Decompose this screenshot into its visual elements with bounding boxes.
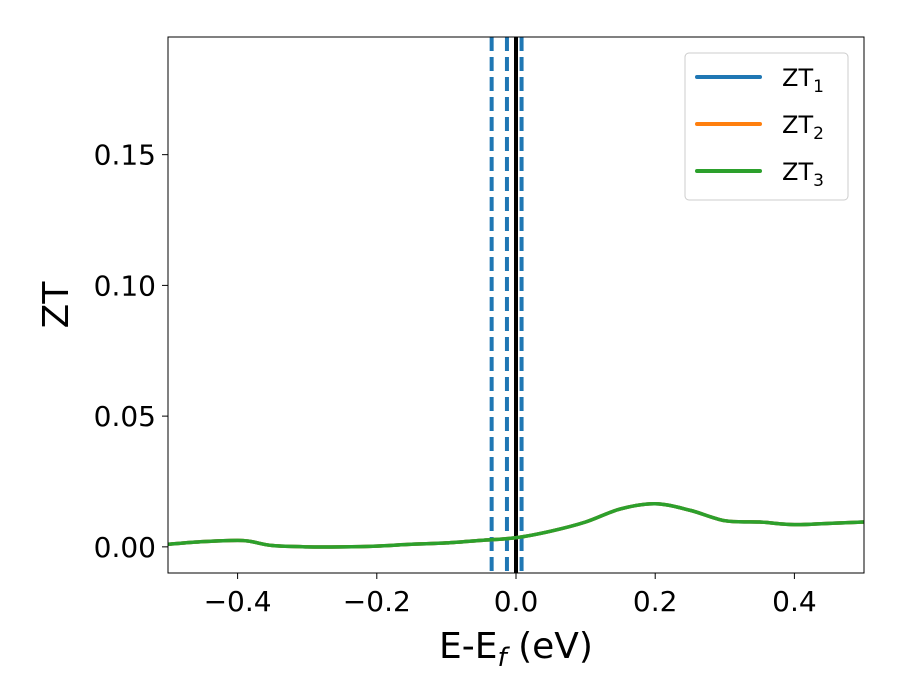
y-tick-label: 0.00 xyxy=(94,531,156,564)
plot-area xyxy=(167,36,865,574)
x-axis-title-unit: (eV) xyxy=(507,626,593,667)
x-axis-title: E-Ef (eV) xyxy=(439,626,593,673)
legend-label-3-main: ZT xyxy=(782,158,813,186)
legend-label-1-main: ZT xyxy=(782,64,813,92)
x-tick-label: −0.4 xyxy=(204,585,272,618)
y-tick-label: 0.15 xyxy=(94,139,156,172)
x-axis-title-main: E-E xyxy=(439,626,497,667)
y-axis: 0.00 0.05 0.10 0.15 xyxy=(94,139,168,564)
plot-marks xyxy=(168,37,864,573)
legend-label-1-sub: 1 xyxy=(813,77,824,97)
y-axis-title: ZT xyxy=(36,281,77,329)
x-tick-label: 0.4 xyxy=(772,585,817,618)
x-tick-label: −0.2 xyxy=(343,585,411,618)
legend-label-2-sub: 2 xyxy=(813,124,824,144)
legend: ZT1 ZT2 ZT3 xyxy=(684,52,849,201)
legend-label-3: ZT3 xyxy=(782,158,824,191)
legend-label-2: ZT2 xyxy=(782,111,824,144)
legend-entry-2: ZT2 xyxy=(695,111,824,144)
y-tick-label: 0.05 xyxy=(94,400,156,433)
legend-frame xyxy=(684,52,849,201)
legend-label-1: ZT1 xyxy=(782,64,824,97)
x-tick-label: 0.2 xyxy=(633,585,678,618)
series-line-3 xyxy=(168,501,864,549)
x-axis: −0.4 −0.2 0.0 0.2 0.4 xyxy=(204,573,817,618)
legend-label-2-main: ZT xyxy=(782,111,813,139)
legend-label-3-sub: 3 xyxy=(813,171,824,191)
x-tick-label: 0.0 xyxy=(494,585,539,618)
legend-entry-3: ZT3 xyxy=(695,158,824,191)
y-tick-label: 0.10 xyxy=(94,269,156,302)
legend-entry-1: ZT1 xyxy=(695,64,824,97)
